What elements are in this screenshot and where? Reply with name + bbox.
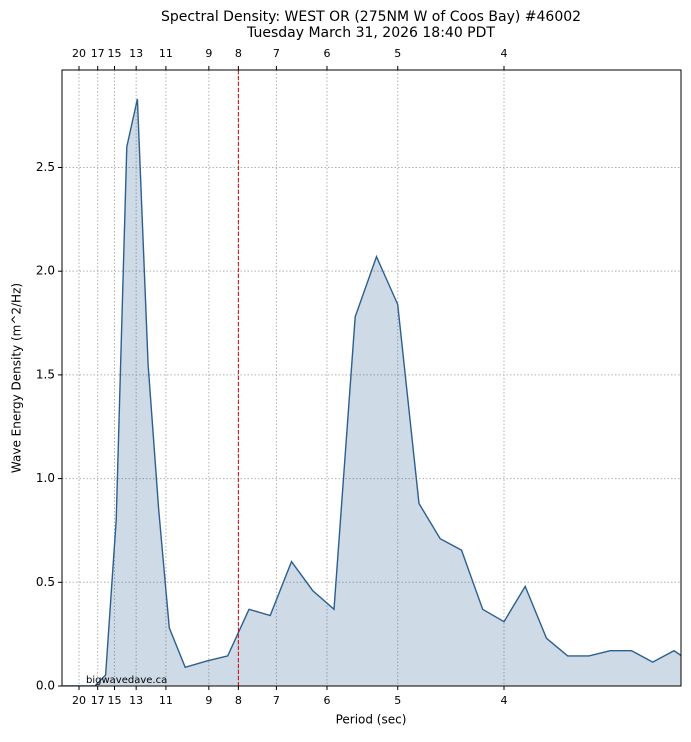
x-tick-label: 8 [235, 694, 242, 707]
x-tick-label-top: 7 [273, 47, 280, 60]
x-tick-label: 11 [159, 694, 173, 707]
x-tick-label: 17 [91, 694, 105, 707]
x-tick-label-top: 13 [129, 47, 143, 60]
y-axis-label: Wave Energy Density (m^2/Hz) [10, 283, 24, 473]
y-tick-label: 0.0 [36, 679, 55, 693]
x-tick-label-top: 17 [91, 47, 105, 60]
x-tick-label: 4 [500, 694, 507, 707]
x-tick-label: 9 [205, 694, 212, 707]
x-tick-label-top: 4 [500, 47, 507, 60]
plot-frame [61, 69, 682, 687]
y-tick-label: 2.5 [36, 160, 55, 174]
x-tick-label: 15 [107, 694, 121, 707]
area-fill [63, 99, 681, 686]
y-tick-label: 2.0 [36, 264, 55, 278]
chart-title: Spectral Density: WEST OR (275NM W of Co… [161, 9, 581, 25]
x-tick-label: 20 [72, 694, 86, 707]
chart-subtitle: Tuesday March 31, 2026 18:40 PDT [246, 25, 495, 41]
x-tick-label-top: 20 [72, 47, 86, 60]
watermark: bigwavedave.ca [86, 675, 167, 686]
x-tick-label-top: 6 [323, 47, 330, 60]
y-tick-label: 1.0 [36, 471, 55, 485]
x-tick-label: 13 [129, 694, 143, 707]
x-axis-label: Period (sec) [336, 713, 407, 727]
x-tick-label: 7 [273, 694, 280, 707]
x-tick-label-top: 8 [235, 47, 242, 60]
x-tick-label-top: 9 [205, 47, 212, 60]
x-tick-label: 6 [323, 694, 330, 707]
x-tick-label-top: 5 [394, 47, 401, 60]
x-tick-label: 5 [394, 694, 401, 707]
x-tick-label-top: 11 [159, 47, 173, 60]
y-tick-label: 0.5 [36, 575, 55, 589]
y-tick-label: 1.5 [36, 367, 55, 381]
x-tick-label-top: 15 [107, 47, 121, 60]
area-line [63, 98, 681, 686]
